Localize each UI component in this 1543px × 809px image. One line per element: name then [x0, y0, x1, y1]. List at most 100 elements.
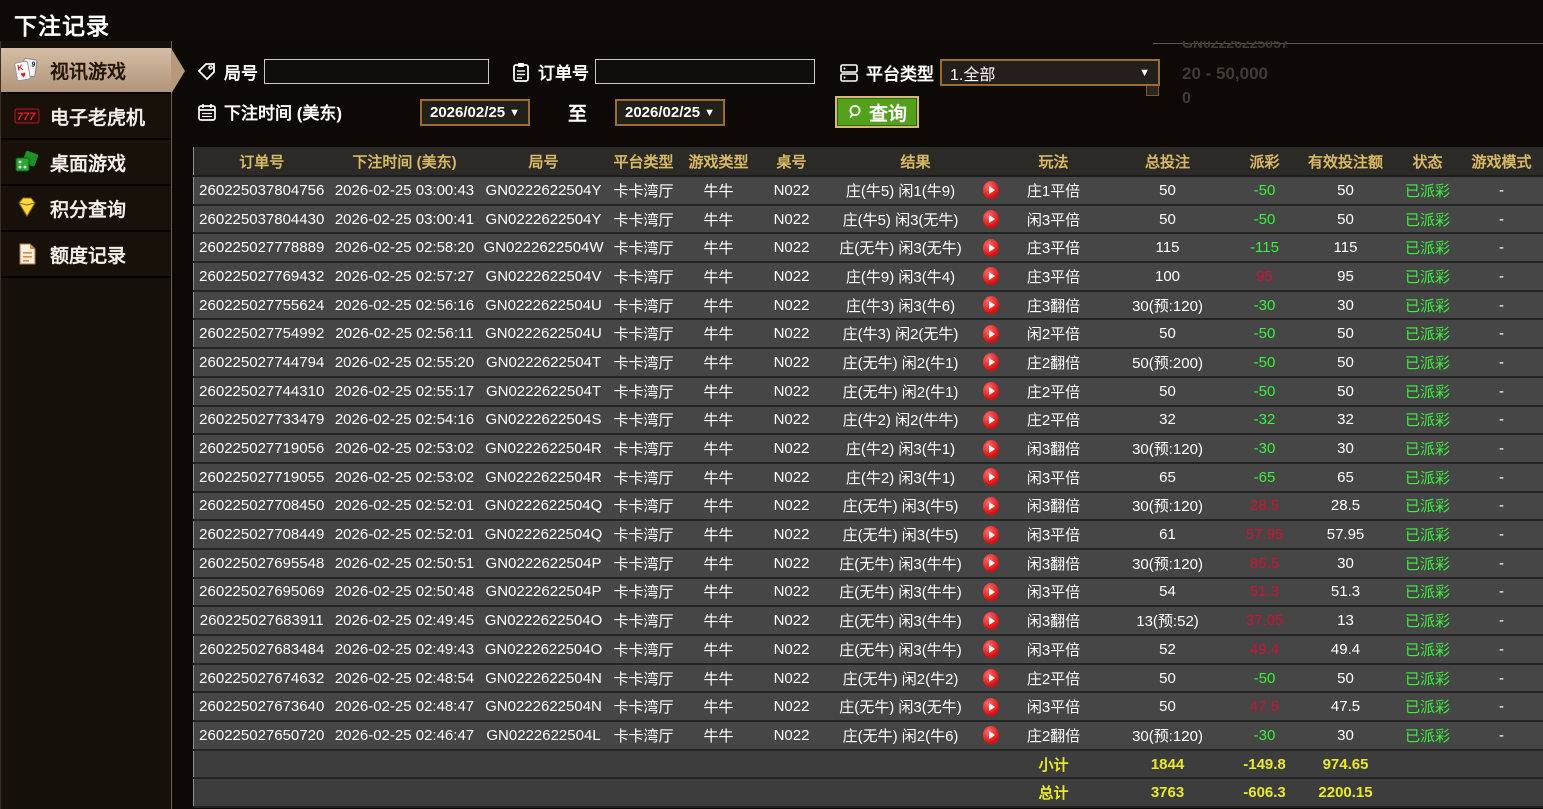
sidebar-item-slots[interactable]: 777 电子老虎机: [1, 94, 171, 140]
cell-result: 庄(无牛) 闲3(牛牛): [825, 635, 976, 665]
replay-video-icon[interactable]: [982, 439, 999, 458]
cell-status: 已派彩: [1395, 176, 1460, 206]
cell-bet-time: 2026-02-25 02:54:16: [329, 405, 480, 436]
cell-game-mode: -: [1459, 606, 1543, 636]
cell-total-bet: 100: [1101, 262, 1234, 292]
cell-play-type: 庄2平倍: [1005, 663, 1102, 694]
replay-video-icon[interactable]: [982, 611, 999, 630]
cell-table-no: N022: [757, 462, 826, 493]
grand-total-total-bet: 3763: [1101, 778, 1234, 809]
sidebar-item-label: 桌面游戏: [50, 153, 127, 175]
cell-valid-bet: 50: [1295, 319, 1396, 350]
table-row: 260225027695548 2026-02-25 02:50:51 GN02…: [193, 548, 1543, 579]
cell-status: 已派彩: [1395, 319, 1460, 350]
cell-total-bet: 50: [1101, 692, 1234, 723]
chevron-down-icon: ▼: [704, 106, 715, 119]
cell-platform: 卡卡湾厅: [607, 606, 680, 636]
replay-video-icon[interactable]: [982, 296, 999, 315]
cell-bet-time: 2026-02-25 03:00:41: [329, 204, 480, 235]
replay-video-icon[interactable]: [982, 640, 999, 659]
cell-game-type: 牛牛: [679, 692, 758, 723]
cell-order-no: 260225027719056: [193, 434, 330, 464]
sidebar-item-points[interactable]: 积分查询: [1, 186, 171, 232]
replay-video-icon[interactable]: [982, 238, 999, 257]
dialog-titlebar: 下注记录: [0, 0, 1543, 41]
replay-video-icon[interactable]: [982, 582, 999, 601]
replay-video-icon[interactable]: [982, 496, 999, 515]
bet-time-label: 下注时间 (美东): [224, 104, 343, 123]
cell-result: 庄(无牛) 闲3(牛牛): [825, 548, 976, 579]
cell-total-bet: 115: [1101, 233, 1234, 264]
replay-video-icon[interactable]: [982, 554, 999, 573]
cell-result: 庄(无牛) 闲2(牛2): [825, 663, 976, 694]
cell-play-type: 闲3翻倍: [1005, 606, 1102, 636]
playing-cards-icon: 9 K ♥: [14, 57, 40, 83]
replay-video-icon[interactable]: [982, 669, 999, 688]
cell-table-no: N022: [757, 204, 826, 235]
replay-video-icon[interactable]: [982, 353, 999, 372]
date-to-value: 2026/02/25: [625, 104, 701, 121]
cell-replay: [975, 692, 1006, 723]
cell-table-no: N022: [757, 262, 826, 292]
replay-video-icon[interactable]: [982, 525, 999, 544]
replay-video-icon[interactable]: [982, 210, 999, 229]
cell-game-type: 牛牛: [679, 233, 758, 264]
subtotal-valid-bet: 974.65: [1295, 749, 1396, 780]
diamond-icon: [14, 195, 40, 221]
cell-round-no: GN0222622504Y: [479, 176, 608, 206]
replay-video-icon[interactable]: [982, 181, 999, 200]
replay-video-icon[interactable]: [982, 382, 999, 401]
cell-payout: -50: [1233, 204, 1296, 235]
order-no-input[interactable]: [595, 59, 815, 84]
round-no-input[interactable]: [264, 59, 489, 84]
table-row: 260225027683484 2026-02-25 02:49:43 GN02…: [193, 635, 1543, 665]
cell-status: 已派彩: [1395, 233, 1460, 264]
table-row: 260225027650720 2026-02-25 02:46:47 GN02…: [193, 721, 1543, 751]
date-to-select[interactable]: 2026/02/25 ▼: [615, 99, 725, 126]
cell-round-no: GN0222622504T: [479, 376, 608, 407]
sidebar-item-live-games[interactable]: 9 K ♥ 视讯游戏: [1, 48, 185, 94]
cell-order-no: 260225027708449: [193, 520, 330, 550]
cell-bet-time: 2026-02-25 02:49:43: [329, 635, 480, 665]
replay-video-icon[interactable]: [982, 726, 999, 745]
cell-valid-bet: 30: [1295, 548, 1396, 579]
cell-game-mode: -: [1459, 663, 1543, 694]
replay-video-icon[interactable]: [982, 324, 999, 343]
cell-table-no: N022: [757, 176, 826, 206]
cell-result: 庄(牛3) 闲3(牛6): [825, 290, 976, 321]
page-title: 下注记录: [14, 13, 110, 39]
cell-valid-bet: 51.3: [1295, 577, 1396, 608]
cell-status: 已派彩: [1395, 348, 1460, 378]
grand-total-label: 总计: [1005, 778, 1102, 809]
cell-payout: -50: [1233, 348, 1296, 378]
cell-replay: [975, 405, 1006, 436]
cell-payout: -30: [1233, 290, 1296, 321]
cell-game-type: 牛牛: [679, 491, 758, 522]
cell-play-type: 庄3翻倍: [1005, 290, 1102, 321]
cell-valid-bet: 30: [1295, 434, 1396, 464]
cell-table-no: N022: [757, 405, 826, 436]
sidebar-item-credit-records[interactable]: 额度记录: [1, 232, 171, 278]
date-from-select[interactable]: 2026/02/25 ▼: [420, 99, 530, 126]
replay-video-icon[interactable]: [982, 468, 999, 487]
sidebar-item-table-games[interactable]: 桌面游戏: [1, 140, 171, 186]
replay-video-icon[interactable]: [982, 267, 999, 286]
replay-video-icon[interactable]: [982, 697, 999, 716]
cell-result: 庄(牛2) 闲3(牛1): [825, 462, 976, 493]
cell-platform: 卡卡湾厅: [607, 405, 680, 436]
cell-game-mode: -: [1459, 262, 1543, 292]
cell-valid-bet: 50: [1295, 176, 1396, 206]
table-row: 260225027708449 2026-02-25 02:52:01 GN02…: [193, 520, 1543, 550]
cell-replay: [975, 319, 1006, 350]
cell-bet-time: 2026-02-25 02:52:01: [329, 491, 480, 522]
search-button[interactable]: 查询: [835, 96, 920, 128]
cell-game-mode: -: [1459, 491, 1543, 522]
cell-total-bet: 50(预:200): [1101, 348, 1234, 378]
platform-type-select[interactable]: 1.全部 ▼: [940, 59, 1160, 86]
replay-video-icon[interactable]: [982, 410, 999, 429]
table-row: 260225027733479 2026-02-25 02:54:16 GN02…: [193, 405, 1543, 436]
cell-round-no: GN0222622504S: [479, 405, 608, 436]
cell-bet-time: 2026-02-25 02:48:54: [329, 663, 480, 694]
cell-platform: 卡卡湾厅: [607, 663, 680, 694]
cell-game-type: 牛牛: [679, 262, 758, 292]
